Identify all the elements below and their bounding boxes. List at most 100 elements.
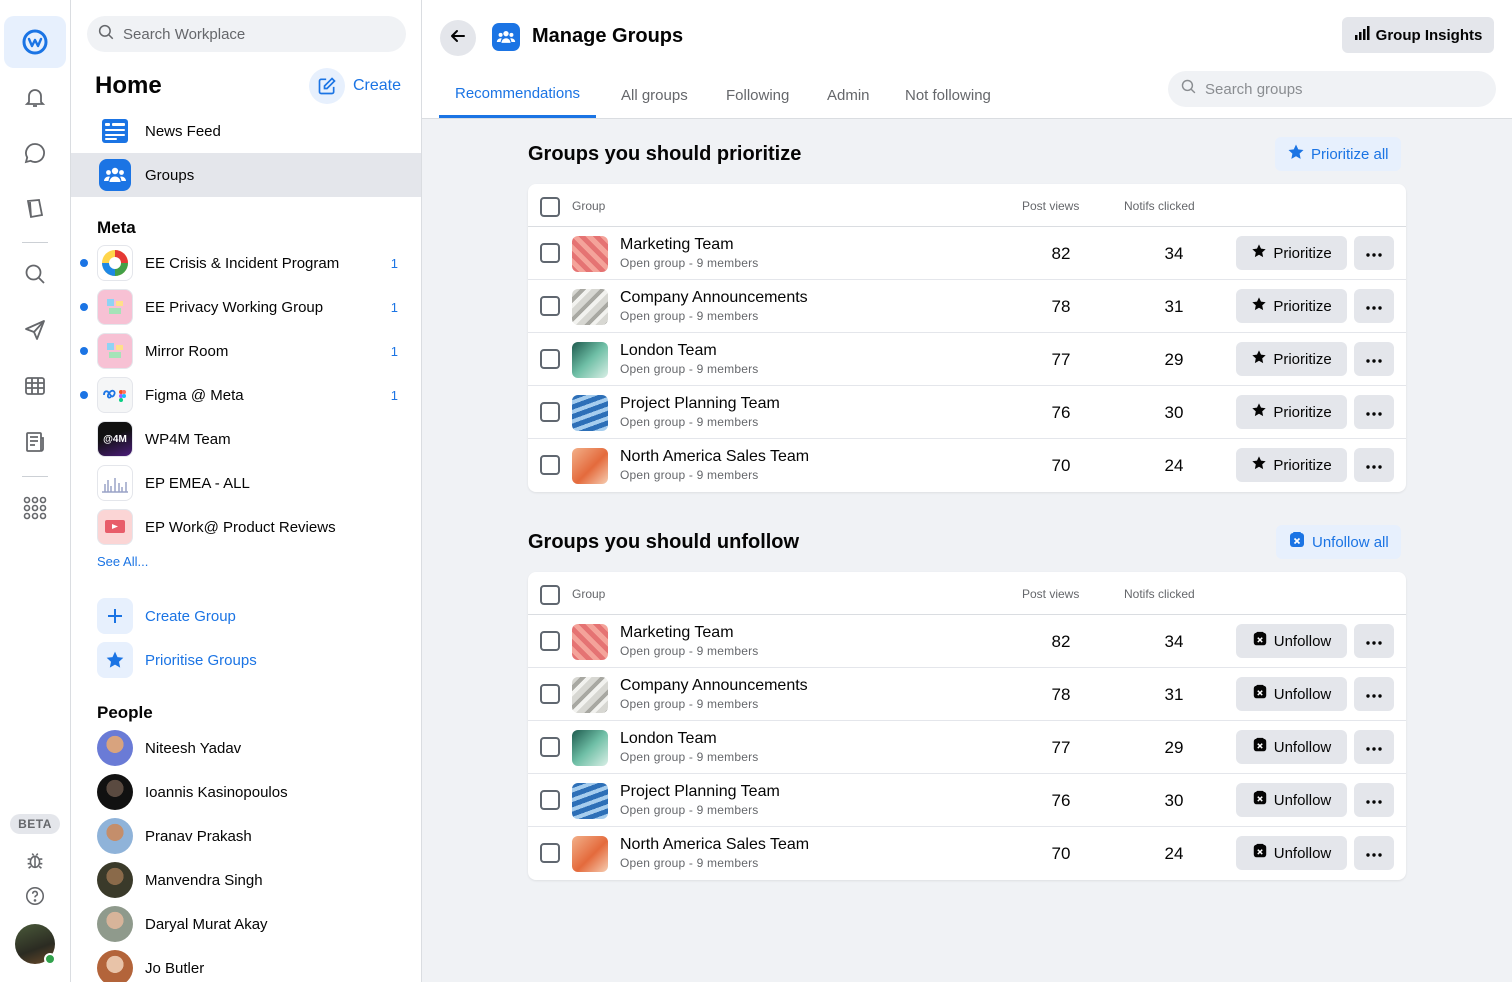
workplace-search[interactable] bbox=[87, 16, 406, 52]
more-options-button[interactable] bbox=[1354, 448, 1394, 482]
group-name[interactable]: London Team bbox=[620, 342, 717, 359]
tab-following[interactable]: Following bbox=[726, 86, 790, 104]
prioritize-button[interactable]: Prioritize bbox=[1236, 448, 1347, 482]
more-options-button[interactable] bbox=[1354, 289, 1394, 323]
groups-icon bbox=[492, 23, 520, 51]
unfollow-button[interactable]: Unfollow bbox=[1236, 677, 1347, 711]
bug-icon[interactable] bbox=[18, 843, 52, 877]
person-niteesh-yadav[interactable]: Niteesh Yadav bbox=[97, 728, 241, 768]
group-thumbnail bbox=[572, 395, 608, 431]
unfollow-all-button[interactable]: Unfollow all bbox=[1276, 525, 1401, 559]
tab-admin[interactable]: Admin bbox=[827, 86, 870, 104]
unfollow-button[interactable]: Unfollow bbox=[1236, 730, 1347, 764]
tab-not-following[interactable]: Not following bbox=[905, 86, 991, 104]
prioritize-button[interactable]: Prioritize bbox=[1236, 236, 1347, 270]
sidebar-group-wp4m[interactable]: @4M WP4M Team bbox=[71, 417, 421, 461]
chat-icon[interactable] bbox=[18, 136, 52, 170]
star-icon bbox=[1251, 402, 1267, 422]
select-all-checkbox[interactable] bbox=[540, 197, 560, 217]
prioritise-groups-button[interactable]: Prioritise Groups bbox=[97, 642, 257, 678]
sidebar-group-ep-work[interactable]: EP Work@ Product Reviews bbox=[71, 505, 421, 549]
row-checkbox[interactable] bbox=[540, 243, 560, 263]
person-daryal-murat-akay[interactable]: Daryal Murat Akay bbox=[97, 904, 268, 944]
bell-icon[interactable] bbox=[18, 80, 52, 114]
newspaper-icon[interactable] bbox=[18, 425, 52, 459]
more-options-button[interactable] bbox=[1354, 836, 1394, 870]
star-icon bbox=[1251, 455, 1267, 475]
group-name[interactable]: Company Announcements bbox=[620, 677, 808, 694]
sidebar-group-ee-crisis[interactable]: EE Crisis & Incident Program 1 bbox=[71, 241, 421, 285]
workplace-search-input[interactable] bbox=[123, 25, 383, 43]
apps-grid-icon[interactable] bbox=[18, 491, 52, 525]
group-name[interactable]: North America Sales Team bbox=[620, 448, 810, 465]
see-all-link[interactable]: See All... bbox=[97, 554, 149, 569]
sidebar-group-ee-privacy[interactable]: EE Privacy Working Group 1 bbox=[71, 285, 421, 329]
prioritize-button[interactable]: Prioritize bbox=[1236, 395, 1347, 429]
workplace-logo-icon[interactable] bbox=[4, 16, 66, 68]
group-thumbnail bbox=[97, 289, 133, 325]
sidebar-item-groups[interactable]: Groups bbox=[71, 153, 421, 197]
row-checkbox[interactable] bbox=[540, 296, 560, 316]
select-all-checkbox[interactable] bbox=[540, 585, 560, 605]
group-meta: Open group - 9 members bbox=[620, 697, 759, 711]
unread-dot bbox=[80, 391, 88, 399]
person-name: Pranav Prakash bbox=[145, 827, 252, 845]
person-manvendra-singh[interactable]: Manvendra Singh bbox=[97, 860, 263, 900]
more-options-button[interactable] bbox=[1354, 624, 1394, 658]
unfollow-table: Group Post views Notifs clicked Marketin… bbox=[528, 572, 1406, 880]
search-icon[interactable] bbox=[18, 257, 52, 291]
sidebar-group-ep-emea[interactable]: EP EMEA - ALL bbox=[71, 461, 421, 505]
row-checkbox[interactable] bbox=[540, 737, 560, 757]
create-group-button[interactable]: Create Group bbox=[97, 598, 236, 634]
row-checkbox[interactable] bbox=[540, 843, 560, 863]
group-insights-button[interactable]: Group Insights bbox=[1342, 17, 1494, 53]
row-checkbox[interactable] bbox=[540, 455, 560, 475]
create-button[interactable]: Create bbox=[309, 68, 401, 104]
star-icon bbox=[97, 642, 133, 678]
unfollow-button[interactable]: Unfollow bbox=[1236, 836, 1347, 870]
prioritize-all-button[interactable]: Prioritize all bbox=[1275, 137, 1401, 171]
group-name[interactable]: Marketing Team bbox=[620, 236, 734, 253]
prioritize-button[interactable]: Prioritize bbox=[1236, 342, 1347, 376]
group-name[interactable]: Marketing Team bbox=[620, 624, 734, 641]
group-name[interactable]: Project Planning Team bbox=[620, 395, 780, 412]
group-search-input[interactable] bbox=[1205, 80, 1475, 98]
row-checkbox[interactable] bbox=[540, 631, 560, 651]
back-button[interactable] bbox=[440, 20, 476, 56]
more-options-button[interactable] bbox=[1354, 342, 1394, 376]
sidebar-group-figma[interactable]: Figma @ Meta 1 bbox=[71, 373, 421, 417]
row-checkbox[interactable] bbox=[540, 402, 560, 422]
group-name[interactable]: Project Planning Team bbox=[620, 783, 780, 800]
send-icon[interactable] bbox=[18, 313, 52, 347]
tab-recommendations[interactable]: Recommendations bbox=[439, 72, 597, 118]
table-header: Group Post views Notifs clicked bbox=[528, 184, 1406, 227]
unfollow-button[interactable]: Unfollow bbox=[1236, 624, 1347, 658]
more-options-button[interactable] bbox=[1354, 395, 1394, 429]
group-name[interactable]: London Team bbox=[620, 730, 717, 747]
prioritize-button[interactable]: Prioritize bbox=[1236, 289, 1347, 323]
more-options-button[interactable] bbox=[1354, 236, 1394, 270]
row-checkbox[interactable] bbox=[540, 684, 560, 704]
row-checkbox[interactable] bbox=[540, 349, 560, 369]
unfollow-button[interactable]: Unfollow bbox=[1236, 783, 1347, 817]
more-options-button[interactable] bbox=[1354, 677, 1394, 711]
group-name[interactable]: Company Announcements bbox=[620, 289, 808, 306]
sidebar-item-news-feed[interactable]: News Feed bbox=[71, 109, 421, 153]
table-icon[interactable] bbox=[18, 369, 52, 403]
post-views-value: 76 bbox=[1051, 403, 1071, 422]
row-checkbox[interactable] bbox=[540, 790, 560, 810]
book-icon[interactable] bbox=[18, 192, 52, 226]
help-icon[interactable] bbox=[18, 879, 52, 913]
unfollow-icon bbox=[1252, 790, 1268, 810]
person-pranav-prakash[interactable]: Pranav Prakash bbox=[97, 816, 252, 856]
sidebar-group-mirror-room[interactable]: Mirror Room 1 bbox=[71, 329, 421, 373]
group-name[interactable]: North America Sales Team bbox=[620, 836, 810, 853]
person-jo-butler[interactable]: Jo Butler bbox=[97, 948, 204, 982]
notifs-clicked-value: 30 bbox=[1164, 403, 1184, 422]
person-ioannis-kasinopoulos[interactable]: Ioannis Kasinopoulos bbox=[97, 772, 288, 812]
more-dots-icon bbox=[1366, 738, 1382, 756]
group-search[interactable] bbox=[1168, 71, 1496, 107]
more-options-button[interactable] bbox=[1354, 783, 1394, 817]
more-options-button[interactable] bbox=[1354, 730, 1394, 764]
tab-all-groups[interactable]: All groups bbox=[621, 86, 688, 104]
